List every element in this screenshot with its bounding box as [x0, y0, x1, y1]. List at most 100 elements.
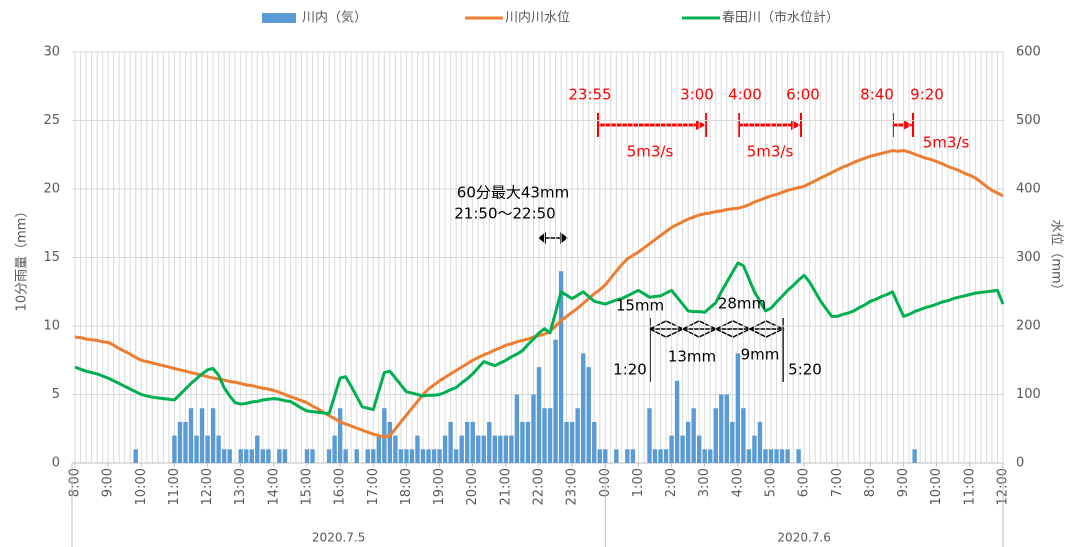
- bar: [542, 408, 547, 463]
- bar: [547, 408, 553, 463]
- bar: [398, 449, 404, 463]
- bar: [326, 449, 332, 463]
- annotation: 5:20: [788, 361, 822, 379]
- bar: [663, 449, 669, 463]
- x-tick-label: 9:00: [896, 468, 911, 497]
- legend-label: 春田川（市水位計）: [722, 10, 839, 26]
- group-label: 2020.7.5: [312, 531, 365, 545]
- annotation: 5m3/s: [747, 143, 794, 161]
- bar: [415, 435, 420, 463]
- y-tick-label: 10: [43, 319, 60, 334]
- bar: [658, 449, 663, 463]
- bar: [183, 421, 188, 463]
- x-tick-label: 23:00: [565, 468, 580, 505]
- bar: [630, 449, 636, 463]
- bar: [768, 449, 774, 463]
- bar: [476, 435, 481, 463]
- bar: [304, 449, 310, 463]
- bar: [785, 449, 790, 463]
- bar: [393, 435, 398, 463]
- bar: [779, 449, 785, 463]
- bar: [652, 449, 658, 463]
- bar: [459, 435, 464, 463]
- bar: [569, 421, 575, 463]
- x-tick-label: 8:00: [68, 468, 83, 497]
- line: [74, 261, 1005, 416]
- bar: [448, 421, 453, 463]
- x-tick-label: 3:00: [697, 468, 712, 497]
- bar: [199, 408, 205, 463]
- bar: [647, 408, 652, 463]
- bar: [741, 408, 746, 463]
- y2-axis-label: 水位（mm）: [1049, 219, 1064, 296]
- bar: [481, 435, 486, 463]
- x-tick-label: 18:00: [399, 468, 414, 505]
- bar: [575, 408, 580, 463]
- bar: [354, 449, 359, 463]
- legend-swatch: [262, 13, 296, 23]
- bar: [580, 353, 586, 463]
- bar: [586, 367, 591, 463]
- bar: [337, 408, 343, 463]
- bar: [719, 394, 724, 463]
- y-tick-label: 15: [43, 250, 60, 265]
- y2-tick-label: 400: [1016, 182, 1041, 197]
- bar: [603, 449, 608, 463]
- bar: [730, 421, 735, 463]
- bar: [708, 449, 713, 463]
- x-tick-label: 9:00: [101, 468, 116, 497]
- annotation: 6:00: [786, 86, 820, 104]
- bar: [282, 449, 288, 463]
- grid: [72, 51, 1004, 464]
- x-tick-label: 14:00: [266, 468, 281, 505]
- bar: [431, 449, 437, 463]
- bar: [133, 449, 138, 463]
- x-tick-label: 11:00: [962, 468, 977, 505]
- y-tick-label: 25: [43, 113, 60, 128]
- bar: [376, 435, 382, 463]
- bar: [238, 449, 243, 463]
- x-tick-label: 7:00: [830, 468, 845, 497]
- annotation: 9mm: [741, 346, 780, 364]
- x-tick-label: 4:00: [730, 468, 745, 497]
- x-tick-label: 20:00: [465, 468, 480, 505]
- bar: [691, 408, 696, 463]
- annotation: 23:55: [568, 86, 611, 104]
- bar: [702, 449, 707, 463]
- bar: [757, 421, 763, 463]
- y-tick-label: 5: [52, 387, 60, 402]
- x-tick-label: 2:00: [664, 468, 679, 497]
- bar: [442, 435, 448, 463]
- y2-tick-label: 300: [1016, 250, 1041, 265]
- x-tick-label: 16:00: [333, 468, 348, 505]
- bar: [177, 421, 183, 463]
- y-tick-label: 0: [52, 456, 60, 471]
- bar: [221, 449, 227, 463]
- bar: [420, 449, 426, 463]
- x-tick-label: 10:00: [134, 468, 149, 505]
- bar: [426, 449, 431, 463]
- annotation: 28mm: [718, 295, 766, 313]
- annotation: 9:20: [910, 86, 944, 104]
- bar: [470, 421, 475, 463]
- bar: [266, 449, 271, 463]
- annotation: 60分最大43mm: [457, 184, 569, 202]
- x-tick-label: 1:00: [631, 468, 646, 497]
- bar: [685, 421, 691, 463]
- bar: [520, 421, 525, 463]
- bar: [210, 408, 216, 463]
- bar: [669, 435, 674, 463]
- bar: [912, 449, 917, 463]
- y-tick-label: 30: [43, 45, 60, 60]
- annotation: 5m3/s: [627, 143, 674, 161]
- bar: [244, 449, 249, 463]
- bar: [774, 449, 779, 463]
- annotation: 3:00: [680, 86, 714, 104]
- bar: [172, 435, 177, 463]
- bar: [503, 435, 509, 463]
- bar: [536, 367, 542, 463]
- bar: [531, 394, 536, 463]
- x-tick-label: 22:00: [532, 468, 547, 505]
- bar: [487, 421, 492, 463]
- bar: [188, 408, 194, 463]
